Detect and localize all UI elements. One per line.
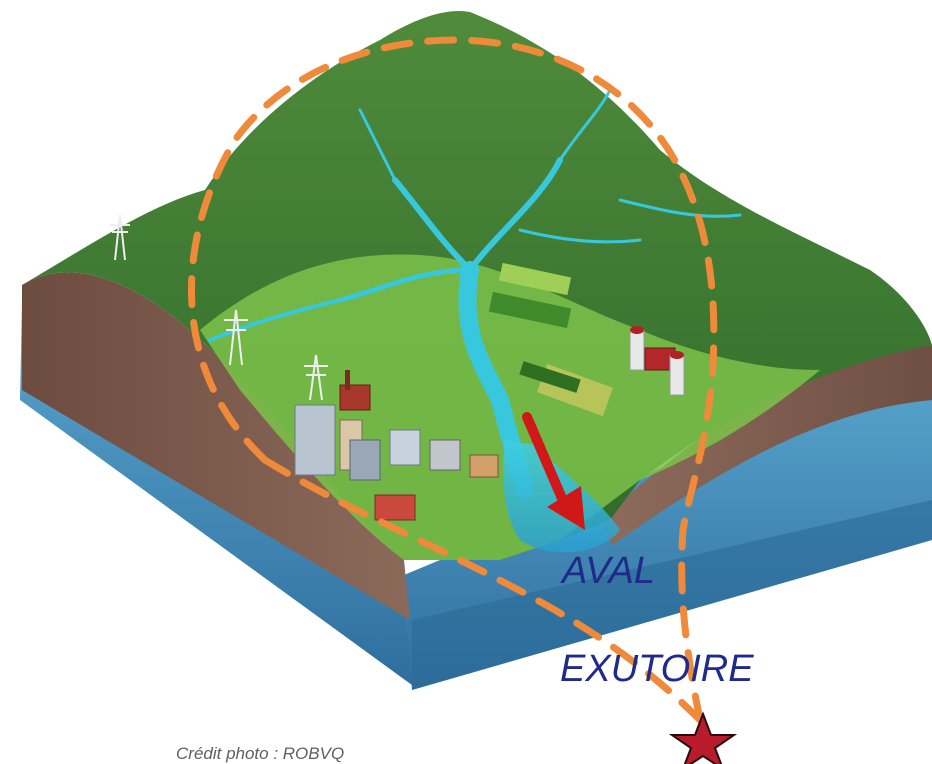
star-icon <box>668 711 738 764</box>
watershed-boundary-lower <box>261 456 704 724</box>
arrow-down-right-icon <box>522 412 585 530</box>
farm <box>629 326 685 396</box>
outlet-label: EXUTOIRE <box>560 648 754 690</box>
city-buildings <box>294 370 499 521</box>
watershed-boundary <box>188 36 718 724</box>
soil-layer <box>22 272 932 620</box>
photo-credit: Crédit photo : ROBVQ <box>176 744 345 763</box>
power-pylons <box>110 214 328 401</box>
downstream-label: AVAL <box>562 550 655 592</box>
